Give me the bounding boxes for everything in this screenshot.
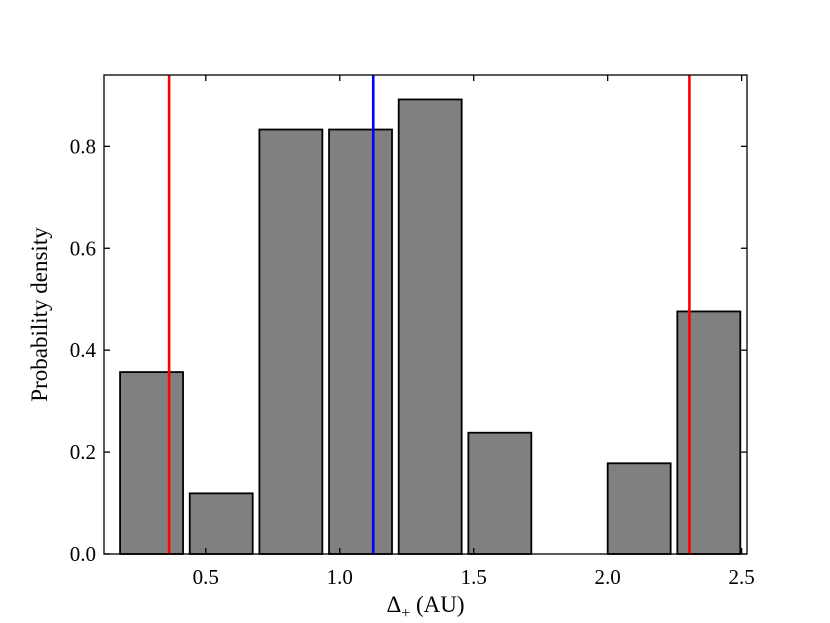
x-tick-label-4: 2.0 (595, 565, 621, 589)
x-axis-label-unit: (AU) (410, 592, 464, 617)
histogram-bar-4 (328, 128, 393, 555)
histogram-bar-2 (188, 492, 254, 555)
x-axis-label-symbol: Δ (386, 592, 401, 617)
y-tick-label-2: 0.2 (70, 440, 96, 464)
bars-group (119, 98, 742, 555)
y-axis-label: Probability density (27, 227, 52, 402)
x-tick-label-3: 1.5 (461, 565, 487, 589)
y-tick-label-1: 0.0 (70, 542, 96, 566)
ticks-group (104, 75, 747, 555)
y-tick-label-3: 0.4 (70, 338, 97, 362)
plot-frame (103, 74, 748, 555)
histogram-bar-8 (606, 462, 672, 555)
histogram-bar-6 (467, 431, 533, 555)
y-tick-label-4: 0.6 (70, 236, 96, 260)
histogram-bar-9 (676, 310, 742, 555)
tick-labels-group: 0.5 1.0 1.5 2.0 2.5 0.0 0.2 0.4 0.6 0.8 (70, 134, 755, 589)
reference-lines-group (167, 75, 691, 554)
x-axis-label: Δ+ (AU) (386, 592, 464, 622)
histogram-bar-3 (258, 128, 324, 555)
y-tick-label-5: 0.8 (70, 134, 96, 158)
x-tick-label-2: 1.0 (327, 565, 353, 589)
histogram-bar-1 (119, 371, 184, 555)
x-tick-label-1: 0.5 (193, 565, 219, 589)
x-axis-label-subscript: + (401, 605, 410, 622)
histogram-bar-5 (397, 98, 463, 555)
x-tick-label-5: 2.5 (729, 565, 755, 589)
